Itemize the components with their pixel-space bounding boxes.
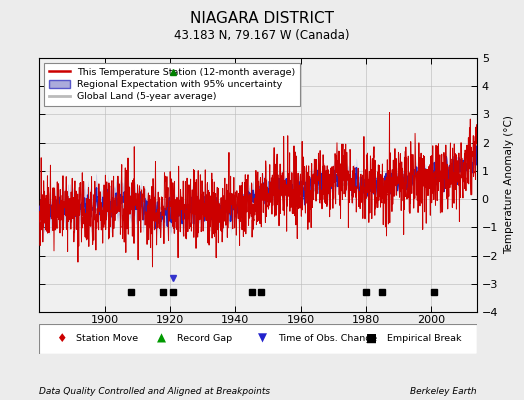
Text: ▲: ▲ — [157, 332, 166, 345]
Text: Time of Obs. Change: Time of Obs. Change — [278, 334, 377, 343]
Text: Data Quality Controlled and Aligned at Breakpoints: Data Quality Controlled and Aligned at B… — [39, 387, 270, 396]
Text: Berkeley Earth: Berkeley Earth — [410, 387, 477, 396]
Y-axis label: Temperature Anomaly (°C): Temperature Anomaly (°C) — [504, 116, 514, 254]
Legend: This Temperature Station (12-month average), Regional Expectation with 95% uncer: This Temperature Station (12-month avera… — [44, 63, 300, 106]
Text: Station Move: Station Move — [77, 334, 139, 343]
Text: Record Gap: Record Gap — [177, 334, 232, 343]
FancyBboxPatch shape — [39, 324, 477, 354]
Text: 43.183 N, 79.167 W (Canada): 43.183 N, 79.167 W (Canada) — [174, 29, 350, 42]
Text: Empirical Break: Empirical Break — [387, 334, 462, 343]
Text: NIAGARA DISTRICT: NIAGARA DISTRICT — [190, 11, 334, 26]
Text: ♦: ♦ — [56, 332, 67, 345]
Text: ■: ■ — [366, 332, 377, 345]
Text: ▼: ▼ — [258, 332, 267, 345]
